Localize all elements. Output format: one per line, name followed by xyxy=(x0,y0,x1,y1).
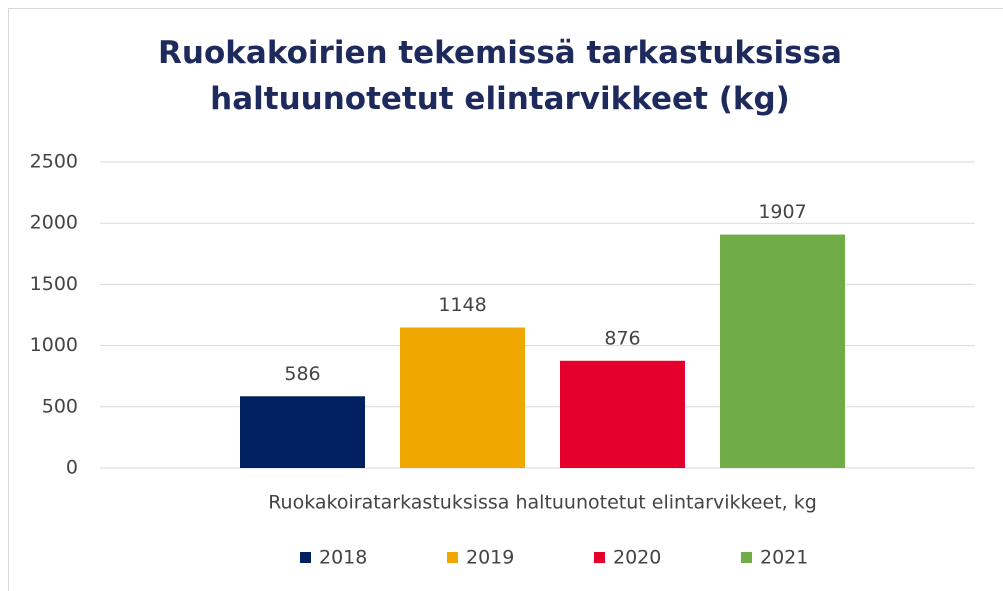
bar xyxy=(720,234,845,468)
bar xyxy=(560,360,685,468)
legend-label: 2021 xyxy=(760,547,808,569)
y-tick-label: 0 xyxy=(66,457,78,479)
legend-swatch xyxy=(594,552,605,563)
y-tick-label: 500 xyxy=(42,395,78,417)
x-axis-label: Ruokakoiratarkastuksissa haltuunotetut e… xyxy=(268,492,817,514)
legend-swatch xyxy=(300,552,311,563)
bar xyxy=(400,327,525,468)
data-label: 586 xyxy=(284,363,320,385)
legend-swatch xyxy=(447,552,458,563)
bar xyxy=(240,396,365,468)
chart-frame xyxy=(8,8,1003,591)
data-label: 876 xyxy=(604,327,640,349)
y-tick-label: 1500 xyxy=(30,273,78,295)
data-label: 1148 xyxy=(438,294,486,316)
legend-label: 2019 xyxy=(466,547,514,569)
chart-title: Ruokakoirien tekemissä tarkastuksissa ha… xyxy=(158,35,842,117)
legend-label: 2018 xyxy=(319,547,367,569)
y-tick-label: 2000 xyxy=(30,212,78,234)
y-tick-label: 2500 xyxy=(30,151,78,173)
data-label: 1907 xyxy=(758,201,806,223)
y-tick-label: 1000 xyxy=(30,334,78,356)
legend-label: 2020 xyxy=(613,547,661,569)
legend-swatch xyxy=(741,552,752,563)
